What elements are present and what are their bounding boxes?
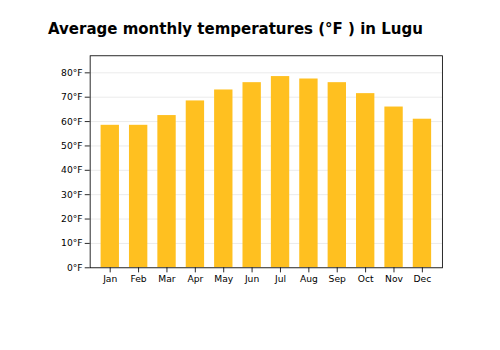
svg-text:Aug: Aug — [300, 273, 318, 284]
svg-text:Dec: Dec — [413, 273, 431, 284]
svg-text:Sep: Sep — [329, 273, 346, 284]
svg-text:20°F: 20°F — [61, 213, 83, 224]
svg-text:Nov: Nov — [385, 273, 403, 284]
svg-text:Mar: Mar — [158, 273, 176, 284]
svg-text:0°F: 0°F — [67, 262, 83, 273]
svg-text:80°F: 80°F — [61, 67, 83, 78]
svg-text:40°F: 40°F — [61, 164, 83, 175]
svg-text:50°F: 50°F — [61, 140, 83, 151]
svg-text:Apr: Apr — [187, 273, 203, 284]
svg-text:Jul: Jul — [274, 273, 286, 284]
svg-text:10°F: 10°F — [61, 237, 83, 248]
svg-text:Feb: Feb — [130, 273, 146, 284]
svg-text:Oct: Oct — [358, 273, 374, 284]
svg-text:60°F: 60°F — [61, 116, 83, 127]
svg-text:30°F: 30°F — [61, 189, 83, 200]
svg-text:May: May — [214, 273, 234, 284]
svg-text:Jun: Jun — [244, 273, 260, 284]
svg-text:Jan: Jan — [102, 273, 117, 284]
html-text:Average monthly temperatures (: Average monthly temperatures (°F ) in Lu… — [48, 20, 423, 38]
svg-text:70°F: 70°F — [61, 91, 83, 102]
